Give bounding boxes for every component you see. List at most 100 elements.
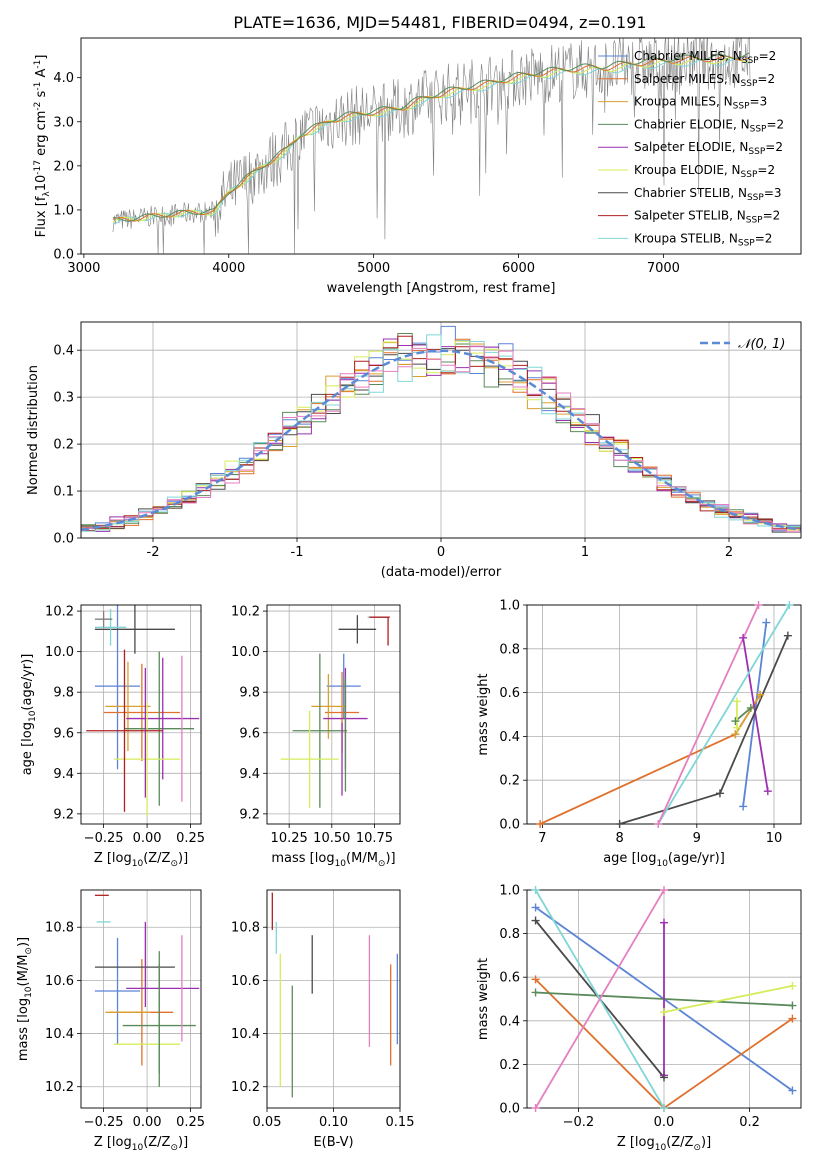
x-axis-label: Z [log10(Z/Z⊙)]	[94, 1135, 188, 1153]
weight-line	[619, 635, 789, 824]
y-tick-label: 9.8	[239, 686, 260, 701]
weight-marker	[660, 918, 668, 927]
x-tick-label: −0.25	[84, 831, 124, 846]
x-tick-label: 0.15	[386, 1115, 415, 1130]
y-tick-label: 9.4	[53, 767, 74, 782]
x-tick-label: 0.2	[739, 1115, 760, 1130]
y-tick-label: 10.4	[45, 1027, 74, 1042]
errorbar-point	[126, 657, 200, 780]
y-tick-label: 10.2	[231, 605, 260, 620]
y-tick-label: 0.2	[499, 774, 520, 789]
x-tick-label: 10.50	[313, 831, 350, 846]
y-tick-label: 1.0	[53, 203, 74, 218]
axes-frame	[266, 889, 401, 1109]
plot-area	[112, 38, 751, 254]
plot-area	[86, 605, 200, 816]
x-tick-label: 4000	[212, 261, 245, 276]
legend-label: Kroupa MILES, NSSP=3	[634, 95, 767, 112]
errorbar-point	[105, 661, 151, 751]
y-tick-label: 10.4	[231, 1027, 260, 1042]
legend-label: 𝒩(0, 1)	[738, 337, 785, 352]
x-axis-label: Z [log10(Z/Z⊙)]	[617, 1135, 711, 1153]
x-tick-label: 0.0	[654, 1115, 675, 1130]
x-tick-label: 7	[538, 831, 546, 846]
y-axis-label: mass [log10(M/M⊙)]	[16, 937, 34, 1061]
x-tick-label: 0.00	[133, 831, 162, 846]
y-tick-label: 0.0	[53, 532, 74, 547]
y-tick-label: 0.8	[499, 927, 520, 942]
weight-line	[742, 637, 769, 792]
weight-marker	[754, 601, 763, 609]
y-tick-label: 0.0	[499, 818, 520, 833]
y-tick-label: 1.0	[499, 884, 520, 899]
y-tick-label: 4.0	[53, 71, 74, 86]
x-axis-label: E(B-V)	[313, 1135, 353, 1150]
axes-frame	[80, 321, 802, 539]
y-axis-label: mass weight	[476, 958, 491, 1040]
y-axis-label: Normed distribution	[26, 365, 41, 495]
x-tick-label: 5000	[357, 261, 390, 276]
figure-title: PLATE=1636, MJD=54481, FIBERID=0494, z=0…	[233, 13, 646, 32]
errorbar-point	[338, 615, 377, 644]
y-tick-label: 0.1	[53, 485, 74, 500]
errorbar-point	[94, 605, 175, 654]
panel-residuals: -2 -1 0 1 2 0.0 0.1 0.2 0.3 0.4 (data-model)/error…	[26, 321, 802, 580]
weight-marker	[660, 1104, 668, 1112]
weight-marker	[615, 820, 624, 828]
y-tick-label: 9.6	[239, 726, 260, 741]
x-tick-label: 0.10	[319, 1115, 348, 1130]
legend-label: Chabrier MILES, NSSP=2	[634, 49, 776, 66]
weight-marker	[536, 820, 545, 828]
y-tick-label: 0.3	[53, 391, 74, 406]
errorbar-point	[94, 609, 127, 646]
x-tick-label: 0.25	[176, 831, 205, 846]
y-tick-label: 9.2	[53, 807, 74, 822]
y-tick-label: 9.6	[53, 726, 74, 741]
errorbar-point	[86, 649, 163, 812]
weight-marker	[788, 1001, 797, 1010]
x-tick-label: 0.05	[253, 1115, 282, 1130]
legend-label: Chabrier STELIB, NSSP=3	[634, 186, 782, 203]
axes-frame	[526, 604, 802, 825]
x-tick-label: 3000	[67, 261, 100, 276]
histogram-step	[81, 345, 801, 538]
weight-marker	[746, 703, 755, 712]
weight-marker	[654, 820, 663, 828]
errorbar-point	[280, 710, 339, 808]
x-tick-label: 10.75	[356, 831, 393, 846]
x-tick-label: 7000	[647, 261, 680, 276]
y-axis-label: Flux [fλ10-17 erg cm-2 s-1 A-1]	[33, 55, 52, 238]
y-tick-label: 10.2	[45, 605, 74, 620]
weight-marker	[732, 697, 741, 706]
x-tick-label: −0.25	[84, 1115, 124, 1130]
plot-area	[94, 894, 200, 1087]
errorbar-point	[311, 673, 346, 739]
weight-marker	[739, 802, 748, 811]
y-tick-label: 0.0	[499, 1102, 520, 1117]
y-tick-label: 10.0	[231, 645, 260, 660]
weight-marker	[531, 1104, 540, 1112]
legend-label: Chabrier ELODIE, NSSP=2	[634, 117, 784, 134]
x-tick-label: 1	[581, 545, 589, 560]
weight-marker	[531, 975, 540, 984]
weight-line	[663, 985, 793, 1013]
x-tick-label: 8	[615, 831, 623, 846]
y-tick-label: 0.4	[53, 344, 74, 359]
legend-label: Kroupa STELIB, NSSP=2	[634, 231, 772, 248]
panel-weight_vs_age: 7 8 9 10 0.0 0.2 0.4 0.6 0.8 1.0 age [log10(age/yr…	[476, 599, 802, 869]
x-axis-label: wavelength [Angstrom, rest frame]	[327, 281, 556, 296]
legend-label: Salpeter MILES, NSSP=2	[634, 72, 775, 89]
y-tick-label: 0.4	[499, 1014, 520, 1029]
panel-weight_vs_Z: −0.2 0.0 0.2 0.0 0.2 0.4 0.6 0.8 1.0 Z [log10(Z/Z…	[476, 884, 802, 1153]
y-tick-label: 0.6	[499, 686, 520, 701]
y-tick-label: 0.2	[499, 1058, 520, 1073]
errorbar-point	[94, 605, 141, 770]
plot-area	[81, 325, 801, 538]
y-tick-label: 0.0	[53, 248, 74, 263]
gaussian-curve	[81, 349, 801, 532]
spectrum-model-line	[112, 52, 750, 222]
weight-marker	[762, 618, 771, 627]
errorbar-point	[326, 653, 361, 719]
plot-area	[534, 890, 793, 1108]
x-tick-label: 10.25	[271, 831, 308, 846]
